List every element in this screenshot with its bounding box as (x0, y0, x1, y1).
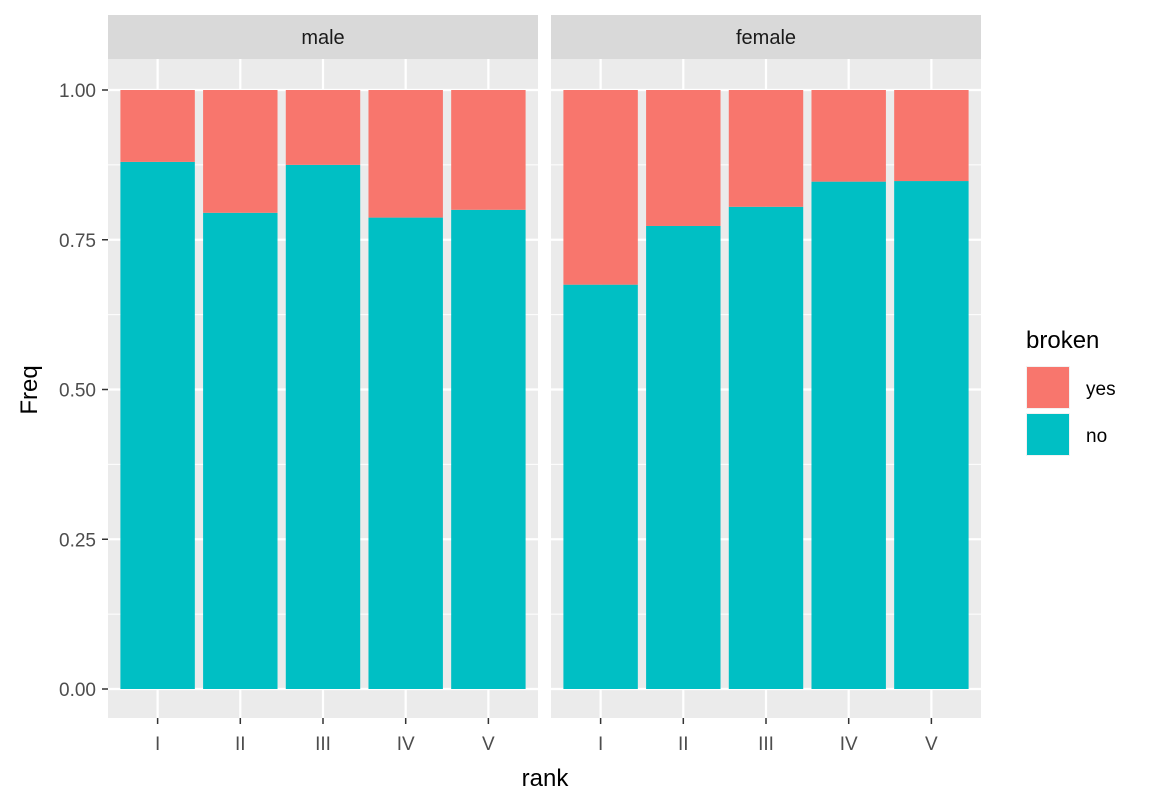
bar-no-male-II (203, 212, 278, 690)
bar-no-female-V (894, 181, 969, 689)
facet-strip-label: male (301, 27, 344, 49)
x-tick-label: III (758, 734, 774, 755)
legend-key-yes (1027, 367, 1069, 408)
facet-strip (551, 15, 981, 59)
legend: broken yes no (1026, 327, 1116, 456)
bar-no-female-I (563, 284, 638, 689)
bar-yes-female-IV (811, 90, 886, 182)
panel-female: female (551, 15, 981, 718)
bar-no-male-IV (368, 217, 443, 689)
bar-yes-female-I (563, 90, 638, 285)
legend-label-yes: yes (1086, 379, 1116, 400)
y-tick-label: 1.00 (59, 81, 96, 102)
y-tick-label: 0.50 (59, 381, 96, 402)
x-axis-title: rank (522, 765, 570, 792)
x-tick-label: II (678, 734, 689, 755)
x-tick-label: II (235, 734, 246, 755)
bar-yes-male-I (120, 90, 195, 162)
y-tick-label: 0.00 (59, 680, 96, 701)
bar-no-female-II (646, 225, 721, 689)
facet-strip (108, 15, 538, 59)
bar-yes-male-III (285, 90, 361, 165)
x-tick-label: V (482, 734, 495, 755)
panels-layer: male female (108, 15, 981, 718)
y-axis-title: Freq (16, 365, 43, 414)
bar-no-female-IV (811, 181, 886, 689)
bar-no-male-III (285, 164, 361, 689)
bar-yes-male-II (203, 90, 278, 213)
x-tick-label: V (925, 734, 938, 755)
bar-no-male-I (120, 161, 195, 689)
y-tick-label: 0.25 (59, 530, 96, 551)
legend-key-no (1027, 414, 1069, 455)
axis-layer: I II III IV V I II III IV V0.000.250.500.751.00 (59, 81, 938, 755)
bar-yes-female-II (646, 90, 721, 226)
facet-strip-label: female (736, 27, 796, 49)
bar-yes-male-IV (368, 90, 443, 218)
x-tick-label: III (315, 734, 331, 755)
bar-yes-female-III (728, 90, 804, 207)
legend-title: broken (1026, 327, 1099, 354)
legend-label-no: no (1086, 426, 1107, 447)
bar-yes-male-V (451, 90, 526, 210)
x-tick-label: I (155, 734, 160, 755)
bar-no-female-III (728, 206, 804, 689)
bar-no-male-V (451, 209, 526, 690)
y-tick-label: 0.75 (59, 231, 96, 252)
x-tick-label: IV (397, 734, 415, 755)
x-tick-label: I (598, 734, 603, 755)
x-tick-label: IV (840, 734, 858, 755)
panel-male: male (108, 15, 538, 718)
bar-yes-female-V (894, 90, 969, 182)
